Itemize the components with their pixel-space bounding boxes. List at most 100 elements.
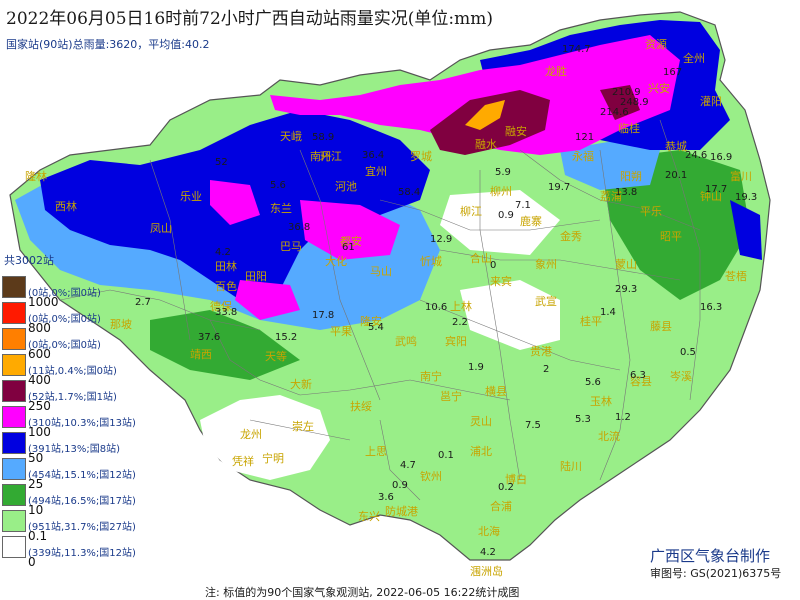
zone-25-50-e — [600, 150, 750, 300]
city-label: 融水 — [475, 138, 497, 151]
station-value: 2 — [543, 364, 549, 375]
city-label: 龙州 — [240, 428, 262, 441]
station-value: 1.4 — [600, 307, 616, 318]
station-value: 4.7 — [400, 460, 416, 471]
city-label: 龙胜 — [545, 64, 567, 78]
legend-threshold: 400 — [28, 373, 51, 387]
station-value: 36.8 — [288, 222, 310, 233]
legend-item: (0站,0%;国0站) — [0, 276, 160, 299]
legend-item: 800 (0站,0%;国0站) — [0, 321, 160, 351]
city-label: 天等 — [265, 349, 287, 363]
legend-threshold: 0.1 — [28, 529, 48, 543]
city-label: 上林 — [450, 299, 472, 313]
city-label: 河池 — [335, 180, 357, 193]
city-labels: 全州 兴安 临桂 永福 融安 环江 河池 东兰 凤山 乐业 隆林 西林 田林 百… — [25, 37, 752, 578]
station-value: 19.7 — [548, 182, 570, 193]
station-value: 0.1 — [438, 450, 454, 461]
station-value: 5.6 — [270, 180, 286, 191]
city-label: 平果 — [330, 325, 352, 338]
city-label: 忻城 — [420, 255, 442, 268]
zone-250-400 — [270, 35, 680, 155]
legend-stats: (11站,0.4%;国0站) — [28, 366, 117, 377]
city-label: 都安 — [340, 234, 362, 248]
city-label: 百色 — [215, 279, 237, 293]
legend-item: 400 (52站,1.7%;国1站) — [0, 373, 160, 403]
station-value: 7.5 — [525, 420, 541, 431]
zone-250-400-w2 — [210, 180, 260, 225]
legend-threshold: 25 — [28, 477, 44, 491]
legend-swatch — [2, 328, 26, 350]
legend-item: 0 — [0, 555, 160, 569]
city-label: 苍梧 — [725, 269, 747, 283]
city-label: 灌阳 — [700, 95, 722, 108]
station-value: 0.2 — [498, 482, 514, 493]
legend-item: 600 (11站,0.4%;国0站) — [0, 347, 160, 377]
county-boundaries — [59, 119, 701, 501]
city-label: 贵港 — [530, 345, 552, 358]
city-label: 大新 — [290, 377, 312, 391]
legend-threshold: 10 — [28, 503, 44, 517]
city-label: 宾阳 — [445, 334, 467, 348]
zone-50-100-ne — [560, 140, 660, 190]
review-number: 审图号: GS(2021)6375号 — [650, 567, 782, 580]
city-label: 南丹 — [310, 150, 332, 163]
city-label: 马山 — [370, 265, 392, 278]
legend-threshold: 600 — [28, 347, 51, 361]
station-value: 52 — [215, 157, 228, 168]
zone-400-600-ne — [600, 85, 640, 120]
city-label: 钟山 — [700, 189, 722, 203]
legend-swatch — [2, 536, 26, 558]
station-value: 58.4 — [398, 187, 420, 198]
legend-swatch — [2, 458, 26, 480]
station-values: 174.7 167 210.9 214.6 248.9 121 24.6 16.… — [135, 44, 757, 558]
city-label: 西林 — [55, 199, 77, 213]
station-value: 16.9 — [710, 152, 732, 163]
legend-item: 10 (951站,31.7%;国27站) — [0, 503, 160, 533]
station-value: 16.3 — [700, 302, 722, 313]
station-value: 1.9 — [468, 362, 484, 373]
dry-zone-sw — [200, 395, 330, 480]
legend-threshold: 800 — [28, 321, 51, 335]
legend-stats: (0站,0%;国0站) — [28, 314, 101, 325]
footnote: 注: 标值的为90个国家气象观测站, 2022-06-05 16:22统计成图 — [205, 586, 520, 599]
legend-swatch — [2, 484, 26, 506]
station-value: 1.2 — [615, 412, 631, 423]
city-label: 钦州 — [420, 470, 442, 483]
city-label: 宁明 — [262, 451, 284, 465]
city-label: 陆川 — [560, 459, 582, 473]
legend-total: 共3002站 — [4, 254, 54, 267]
station-value: 2.7 — [135, 297, 151, 308]
city-label: 防城港 — [385, 504, 418, 518]
city-label: 凭祥 — [232, 454, 254, 468]
legend-stats: (0站,0%;国0站) — [28, 340, 101, 351]
city-label: 浦北 — [470, 445, 492, 458]
legend-swatch — [2, 432, 26, 454]
legend-stats: (454站,15.1%;国12站) — [28, 470, 136, 481]
city-label: 荔浦 — [600, 190, 622, 203]
city-label: 罗城 — [410, 150, 432, 163]
city-label: 融安 — [505, 124, 527, 138]
station-value: 121 — [575, 132, 594, 143]
city-label: 永福 — [572, 149, 594, 163]
zone-250-400-c — [300, 200, 400, 260]
station-value: 3.6 — [378, 492, 394, 503]
dry-zone-n — [440, 190, 560, 255]
station-value: 7.1 — [515, 200, 531, 211]
city-label: 隆林 — [25, 169, 47, 183]
legend-item: 100 (391站,13%;国8站) — [0, 425, 160, 455]
city-label: 邕宁 — [440, 389, 462, 403]
zone-25-50 — [150, 310, 300, 380]
station-value: 5.3 — [575, 414, 591, 425]
city-label: 平乐 — [640, 205, 662, 218]
city-label: 桂平 — [580, 314, 602, 328]
station-value: 19.3 — [735, 192, 757, 203]
city-label: 合浦 — [490, 499, 512, 513]
city-label: 金秀 — [560, 229, 582, 243]
city-label: 隆安 — [360, 314, 382, 328]
legend-item: 1000 (0站,0%;国0站) — [0, 295, 160, 325]
station-value: 37.6 — [198, 332, 220, 343]
city-label: 柳州 — [490, 184, 512, 198]
legend-item: 50 (454站,15.1%;国12站) — [0, 451, 160, 481]
station-value: 167 — [663, 67, 682, 78]
